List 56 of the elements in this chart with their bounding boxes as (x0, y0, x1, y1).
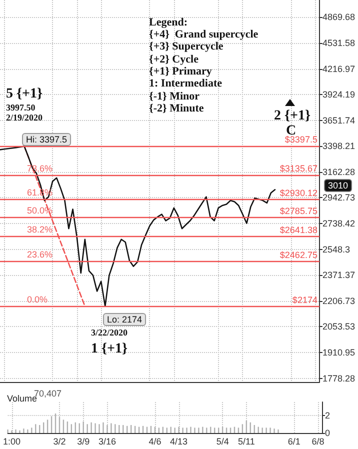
x-tick-label: 4/13 (170, 436, 188, 446)
y-tick-label: 2206.73 (322, 296, 356, 306)
annotation: {+2} Cycle (149, 54, 199, 66)
ref-line-label: $2641.38 (280, 224, 318, 235)
x-tick-label: 1:00 (2, 436, 21, 446)
x-tick-label: 4/6 (148, 436, 162, 446)
x-tick-label: 3/9 (77, 436, 90, 446)
annotation: {+4} Grand supercycle (149, 28, 258, 40)
text: 3010 (328, 180, 348, 190)
annotation: 38.2% (27, 224, 53, 234)
y-tick-label: 1778.28 (322, 373, 356, 384)
annotation: 3997.50 (6, 102, 36, 112)
y-tick-label: 3398.21 (322, 141, 356, 152)
ref-line-label: $2462.75 (280, 250, 318, 260)
x-tick-label: 5/4 (216, 436, 229, 446)
annotation: 2 {+1} (274, 108, 311, 124)
ref-line-label: $2174 (292, 294, 318, 305)
y-tick-label: 2 (325, 410, 330, 420)
y-tick-label: 3924.19 (322, 90, 356, 100)
x-tick-label: 3/2 (53, 436, 66, 446)
x-tick-label: 6/8 (312, 436, 324, 446)
annotation: {+1} Primary (149, 66, 212, 78)
y-tick-label: 2942.73 (322, 192, 356, 203)
y-tick-label: 2053.53 (322, 322, 356, 332)
y-tick-label: 4216.97 (322, 64, 356, 74)
annotation: Hi: 3397.5 (26, 134, 68, 144)
y-tick-label: 3651.74 (322, 115, 356, 126)
annotation: 1 {+1} (91, 342, 128, 356)
x-tick-label: 3/16 (98, 436, 116, 446)
annotation: Legend: (149, 16, 188, 28)
annotation: 2/19/2020 (6, 112, 43, 122)
annotation: 1: Intermediate (149, 78, 222, 90)
y-tick-label: 4531.58 (322, 38, 356, 48)
ref-line-label: $3397.5 (284, 134, 318, 145)
annotation: 0.0% (27, 294, 48, 304)
annotation: 23.6% (27, 250, 53, 260)
ref-line-label: $2930.12 (280, 188, 318, 198)
ref-line-label: $2785.75 (280, 206, 318, 216)
annotation: 50.0% (27, 206, 53, 216)
x-tick-label: 6/1 (288, 436, 300, 446)
annotation: {-1} Minor (149, 90, 200, 102)
annotation: {+3} Supercycle (149, 40, 224, 52)
annotation: 3/22/2020 (91, 328, 128, 338)
ref-line-label: $3135.67 (280, 163, 318, 174)
x-tick-label: 5/11 (238, 436, 255, 446)
annotation: Lo: 2174 (107, 314, 142, 324)
annotation: {-2} Minute (149, 102, 204, 114)
y-tick-label: 2738.42 (322, 218, 356, 229)
y-tick-label: 0 (325, 428, 330, 438)
line-series (0, 146, 276, 307)
y-tick-label: 2371.37 (322, 270, 356, 280)
y-tick-label: 3162.28 (322, 166, 356, 177)
y-tick-label: 1910.95 (322, 348, 356, 358)
y-tick-label: 4869.68 (322, 12, 356, 22)
y-tick-label: 2548.3 (322, 244, 350, 254)
annotation: 5 {+1} (6, 86, 43, 102)
